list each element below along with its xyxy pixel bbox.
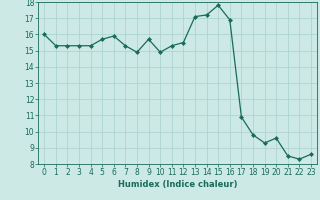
- X-axis label: Humidex (Indice chaleur): Humidex (Indice chaleur): [118, 180, 237, 189]
